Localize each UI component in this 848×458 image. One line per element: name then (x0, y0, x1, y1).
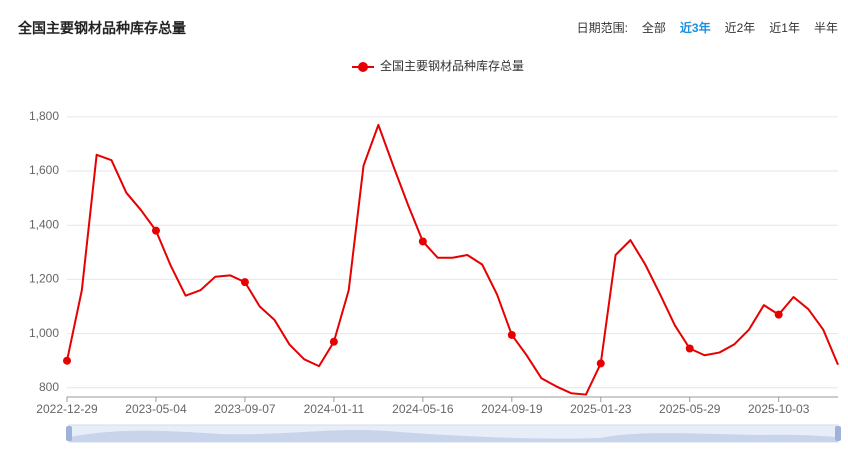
legend-symbol (358, 62, 368, 72)
range-option[interactable]: 近2年 (724, 21, 756, 35)
x-tick-label: 2025-05-29 (659, 402, 721, 416)
x-tick-label: 2023-09-07 (214, 402, 276, 416)
page-title: 全国主要钢材品种库存总量 (18, 20, 186, 36)
data-point (685, 344, 694, 353)
range-option[interactable]: 半年 (813, 21, 838, 35)
y-tick-label: 1,000 (29, 326, 59, 340)
range-option[interactable]: 全部 (641, 21, 666, 35)
y-tick-label: 1,400 (29, 217, 59, 231)
data-point (774, 310, 783, 319)
x-tick-label: 2025-01-23 (570, 402, 632, 416)
x-tick-label: 2024-09-19 (481, 402, 543, 416)
range-control: 日期范围: 全部 近3年 近2年 近1年 半年 (577, 19, 838, 36)
y-tick-label: 800 (39, 380, 59, 394)
x-tick-label: 2022-12-29 (36, 402, 98, 416)
data-point (418, 237, 427, 246)
y-tick-label: 1,600 (29, 163, 59, 177)
legend-label: 全国主要钢材品种库存总量 (380, 58, 524, 73)
y-tick-label: 1,200 (29, 272, 59, 286)
data-point (507, 330, 516, 339)
range-label: 日期范围: (576, 21, 628, 35)
range-option[interactable]: 近3年 (679, 21, 711, 35)
data-point (329, 337, 338, 346)
data-point (151, 226, 160, 235)
x-tick-label: 2023-05-04 (125, 402, 187, 416)
zoom-preview (69, 430, 838, 442)
x-tick-label: 2024-05-16 (392, 402, 454, 416)
x-tick-label: 2024-01-11 (304, 402, 365, 416)
data-point (240, 278, 249, 287)
range-option[interactable]: 近1年 (769, 21, 800, 35)
data-line (66, 123, 839, 396)
x-tick-label: 2025-10-03 (748, 402, 810, 416)
data-point (596, 359, 605, 368)
zoom-handle[interactable] (835, 426, 841, 441)
y-tick-label: 1,800 (29, 109, 59, 123)
data-point (63, 356, 71, 365)
zoom-handle[interactable] (66, 426, 72, 441)
